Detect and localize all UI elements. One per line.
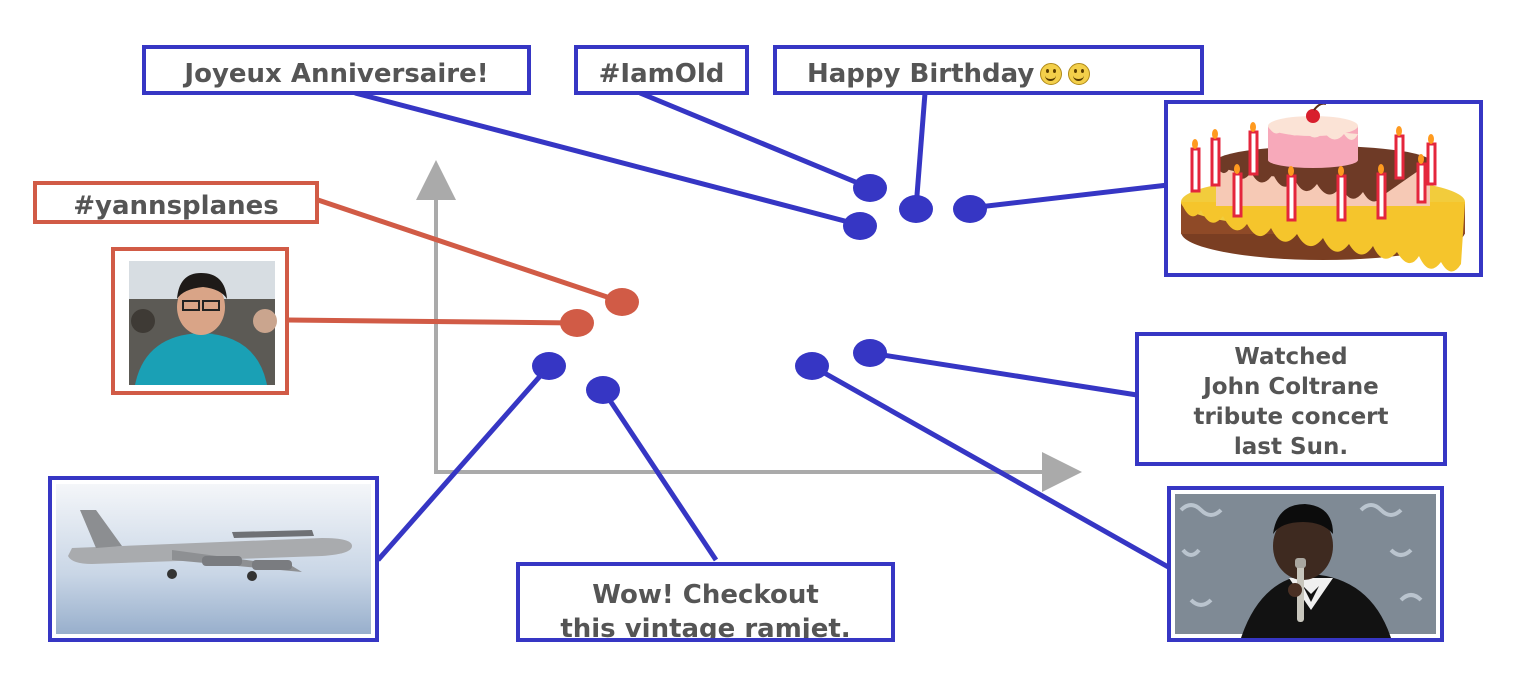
label-happy: Happy Birthday <box>773 45 1204 95</box>
label-coltrane: Watched John Coltrane tribute concert la… <box>1135 332 1447 466</box>
label-ramjet-text: Wow! Checkout this vintage ramjet. <box>560 580 851 642</box>
connector-iamold <box>639 90 871 191</box>
label-yanns: #yannsplanes <box>33 181 319 224</box>
label-joyeux: Joyeux Anniversaire! <box>142 45 531 95</box>
connector-cake <box>969 182 1169 211</box>
point-happy <box>899 195 933 223</box>
connector-plane <box>376 364 551 562</box>
portrait-photo <box>111 247 289 395</box>
connector-coltrane-text <box>869 350 1138 398</box>
coltrane-painting <box>1167 486 1444 642</box>
label-ramjet: Wow! Checkout this vintage ramjet. <box>516 562 895 642</box>
label-joyeux-text: Joyeux Anniversaire! <box>184 59 489 89</box>
connector-portrait <box>287 317 578 326</box>
point-plane <box>532 352 566 380</box>
label-happy-text: Happy Birthday <box>807 59 1035 89</box>
smiley-icon <box>1068 63 1091 85</box>
label-iamold: #IamOld <box>574 45 749 95</box>
point-portrait <box>560 309 594 337</box>
connector-coltrane-image <box>810 363 1172 571</box>
connector-joyeux <box>354 90 861 228</box>
point-joyeux <box>843 212 877 240</box>
birthday-cake-image <box>1164 100 1483 277</box>
label-yanns-text: #yannsplanes <box>73 190 279 221</box>
point-ramjet <box>586 376 620 404</box>
label-iamold-text: #IamOld <box>598 59 725 89</box>
label-coltrane-text: Watched John Coltrane tribute concert la… <box>1193 344 1389 460</box>
point-iamold <box>853 174 887 202</box>
point-coltrane-text <box>853 339 887 367</box>
point-coltrane-image <box>795 352 829 380</box>
point-yanns <box>605 288 639 316</box>
point-cake <box>953 195 987 223</box>
connector-ramjet <box>600 388 719 562</box>
connector-happy <box>913 92 928 209</box>
connector-yanns <box>317 197 623 305</box>
smiley-icon <box>1040 63 1063 85</box>
vintage-plane-photo <box>48 476 379 642</box>
